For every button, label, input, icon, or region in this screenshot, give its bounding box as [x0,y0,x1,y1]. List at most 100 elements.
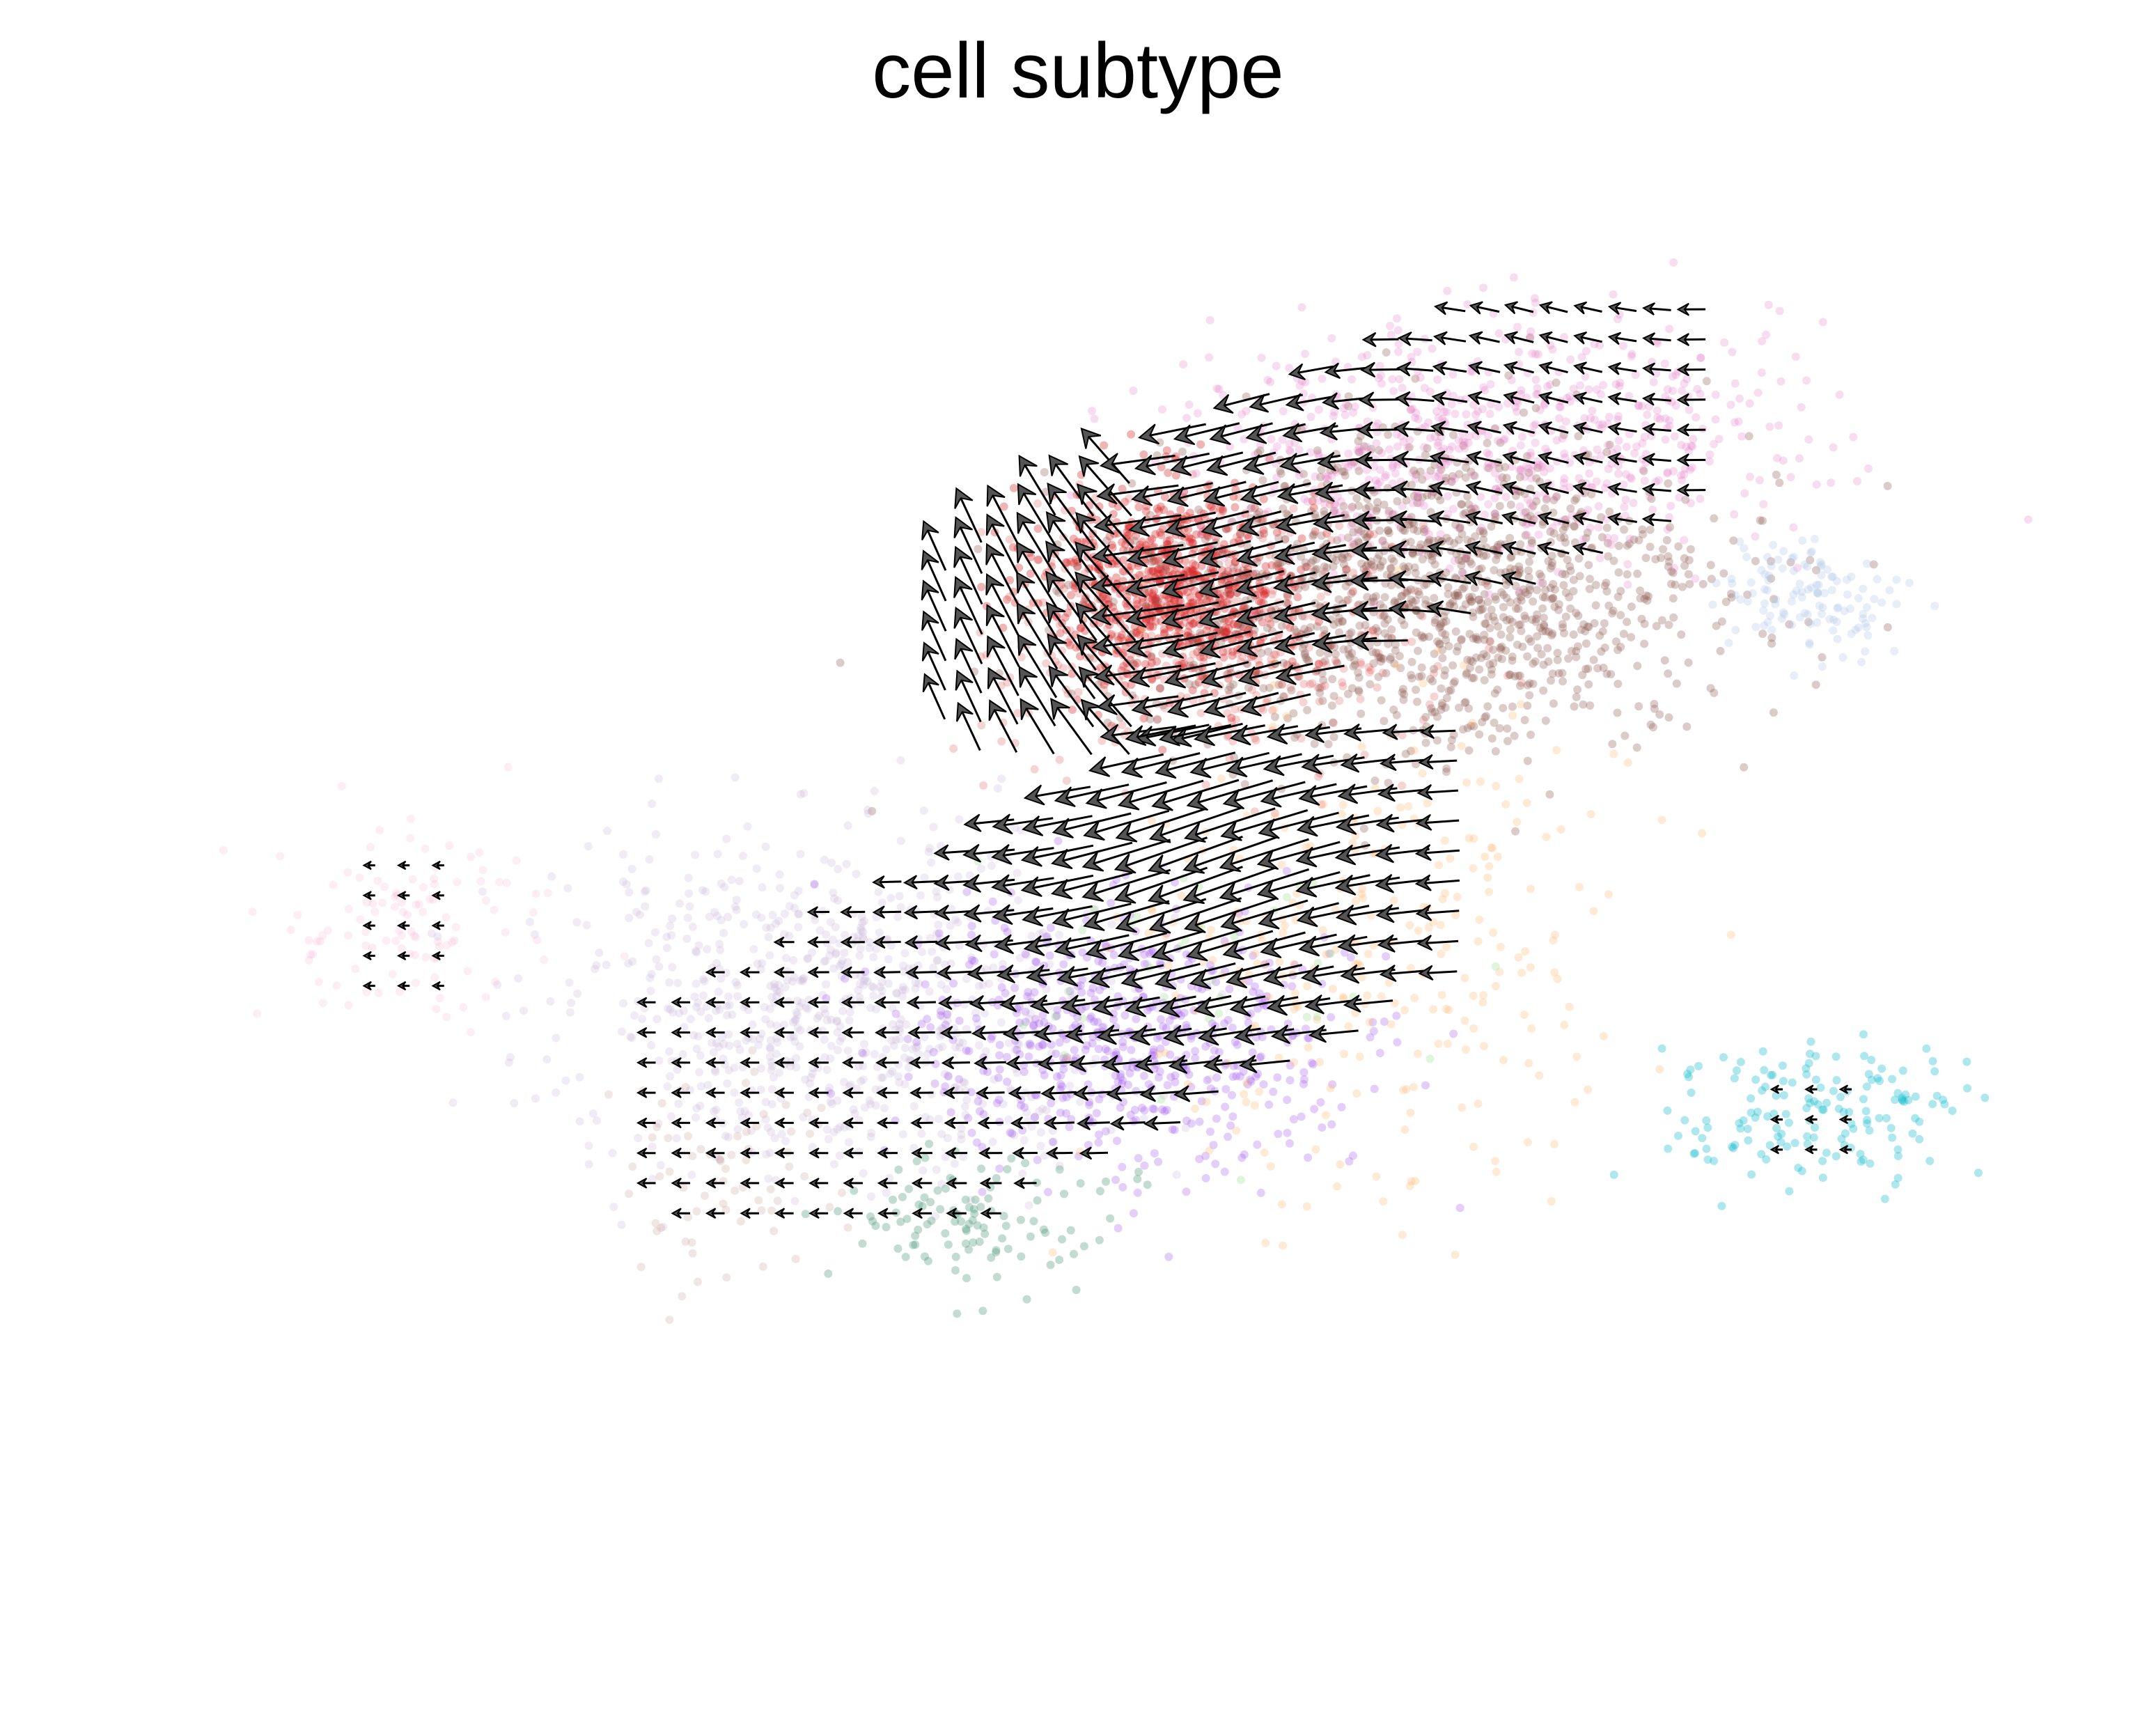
cell-point-red [1335,522,1344,531]
cell-point-pink [1789,523,1798,532]
cell-point-brown [1545,790,1554,799]
cell-point-peach [1251,949,1260,958]
cell-point-brown [1525,691,1534,700]
cell-point-violet [1109,951,1118,960]
cell-point-peach [1217,774,1226,783]
cell-point-lavender [668,914,676,923]
cell-point-brown [1495,501,1504,510]
cell-point-brown [1516,540,1525,549]
cell-point-red [1063,638,1072,647]
cell-point-lavender [1018,1169,1027,1178]
cell-point-pink [1623,560,1632,569]
cell-point-lavender [584,842,593,851]
cell-point-brown [1384,430,1393,439]
cell-point-pink [1575,474,1584,483]
cell-point-peach [1443,1039,1452,1048]
cell-point-brown [1669,613,1678,622]
cell-point-brown [1569,630,1578,639]
cell-point-brown [1300,650,1309,659]
cell-point-red [1159,506,1169,515]
cell-point-lavender [767,1066,776,1075]
cell-point-red [1217,600,1226,609]
cell-point-lavender [724,1030,733,1039]
cell-point-red [1033,499,1042,508]
cell-point-peach [1501,800,1510,809]
cell-point-brown [1510,731,1519,740]
cell-point-peach [1492,781,1501,790]
cell-point-brown [1400,690,1409,698]
cell-point-pink [1185,400,1194,409]
cell-point-red [1283,592,1292,601]
cell-point-lavender [794,887,803,896]
cell-point-brown [1578,671,1587,680]
cell-point-lavender [694,941,703,950]
cell-point-red [1176,506,1185,514]
cell-point-brown [1523,756,1532,765]
cell-point-red [1190,566,1199,575]
cell-point-violet [903,1035,912,1043]
cell-point-red [1217,577,1226,586]
cell-point-violet [1116,1103,1125,1112]
cell-point-violet [1220,1167,1229,1176]
cell-point-brown [1646,543,1655,552]
cell-point-pink [1507,462,1516,471]
cell-point-red [977,582,986,591]
cell-point-violet [1033,1155,1042,1164]
cell-point-brown [1633,569,1642,578]
cell-point-peach [1363,991,1372,1000]
cell-point-brown [1341,565,1350,574]
cell-point-lavender [762,923,771,932]
cell-point-lavender [695,1068,704,1077]
cell-point-brown [1558,669,1567,678]
cell-point-red [1288,657,1297,666]
cell-point-lavender [672,1134,681,1143]
cell-point-violet [1127,1045,1136,1054]
cell-point-brown [1503,724,1512,733]
cell-point-pink [1481,510,1489,520]
cell-point-peach [1437,949,1446,958]
cell-point-pink [1655,414,1664,423]
cell-point-lavender [1004,1115,1013,1124]
cell-point-red [1185,621,1194,630]
cell-point-brown [1716,646,1725,655]
cell-point-pink [1378,537,1386,546]
cell-point-peach [1242,1078,1251,1087]
cell-point-pink [1279,407,1288,416]
cell-point-lavender [765,1043,774,1052]
cell-point-red [1356,694,1365,703]
cell-point-brown [1565,562,1575,571]
cell-point-pink [1730,510,1739,519]
cell-point-violet [1000,923,1009,932]
cell-point-brown [1487,665,1496,674]
cell-point-lavender [919,1166,928,1175]
cell-point-pink [1728,348,1737,357]
cell-point-pink [1538,462,1547,471]
cell-point-pink [1272,473,1281,482]
cell-point-lavender [652,955,661,964]
cell-point-lavender [842,859,851,868]
cell-point-pink [1588,407,1597,415]
cell-point-pink [1426,433,1435,442]
cell-point-pink [1377,379,1386,388]
cell-point-peach [1491,982,1500,991]
cell-point-brown [1319,676,1328,685]
cell-point-pink [1558,434,1567,443]
cell-point-peach [1726,930,1735,939]
cell-point-red [1164,594,1173,603]
cell-point-lavender [725,1001,734,1010]
cell-point-violet [1154,1157,1163,1166]
cell-point-pink [1735,394,1744,403]
cell-point-red [1224,646,1232,655]
cell-point-violet [1366,1033,1375,1042]
cell-point-brown [1470,584,1479,593]
cell-point-brown [1352,494,1361,503]
cell-point-brown [1389,705,1398,715]
cell-point-lavender [717,916,726,925]
cell-point-violet [929,1047,938,1056]
cell-point-red [1171,597,1179,606]
cell-point-lavender [692,1113,700,1122]
cell-point-red [1188,686,1197,695]
cell-point-pink [1566,355,1575,364]
cell-point-lavender [634,1134,643,1143]
cell-point-lavender [662,944,671,953]
